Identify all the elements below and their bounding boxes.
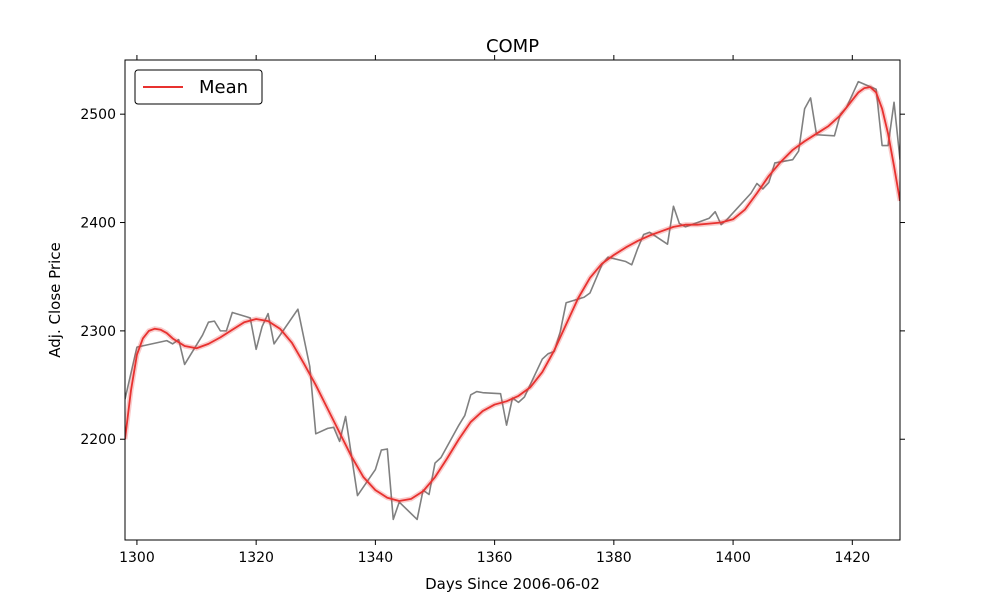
x-axis-label: Days Since 2006-06-02 [425, 575, 600, 593]
x-tick-label: 1360 [477, 550, 513, 566]
chart-title: COMP [486, 36, 539, 57]
legend-box [134, 69, 263, 105]
plot-area [125, 80, 900, 521]
series-line-price [125, 80, 900, 521]
series-line-mean [125, 86, 900, 502]
y-tick-label: 2500 [80, 107, 116, 123]
x-tick-label: 1400 [715, 550, 751, 566]
legend: Mean [134, 69, 263, 105]
x-tick-label: 1320 [238, 550, 274, 566]
x-tick-label: 1420 [834, 550, 870, 566]
y-axis-label: Adj. Close Price [46, 242, 64, 357]
axis-ticks: 1300 1320 1340 1360 1380 1400 1420 2200 2300 2400… [80, 55, 905, 566]
x-tick-label: 1300 [119, 550, 155, 566]
x-tick-label: 1340 [358, 550, 394, 566]
y-tick-label: 2200 [80, 432, 116, 448]
y-tick-label: 2400 [80, 216, 116, 232]
x-tick-label: 1380 [596, 550, 632, 566]
legend-label-mean: Mean [199, 77, 248, 98]
y-tick-label: 2300 [80, 324, 116, 340]
plot-frame [124, 59, 901, 541]
